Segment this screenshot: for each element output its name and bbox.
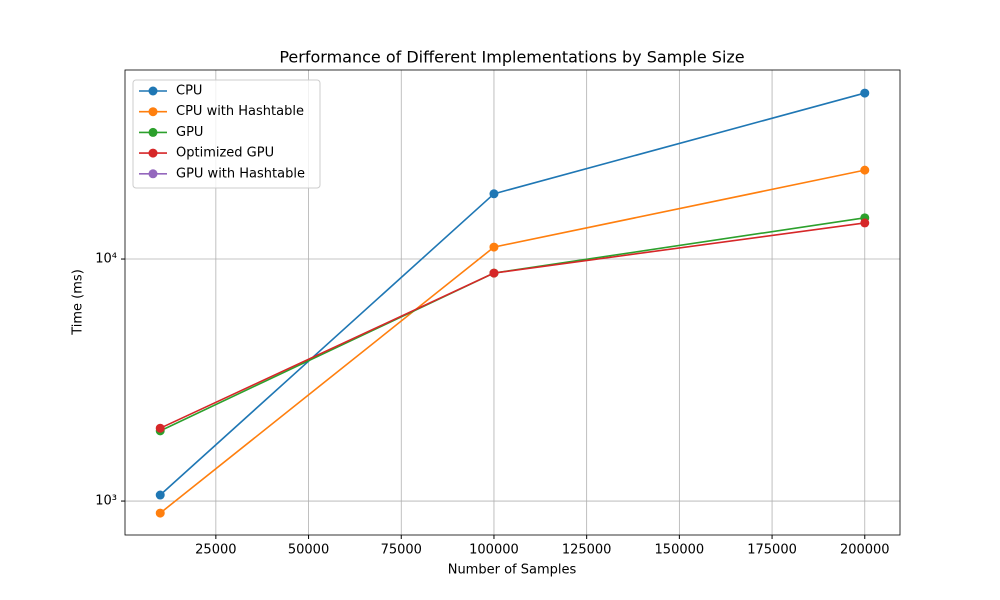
x-tick-label: 75000	[381, 543, 422, 558]
data-point	[489, 268, 499, 278]
legend-label: Optimized GPU	[176, 146, 274, 161]
series-line	[159, 169, 865, 514]
data-point	[860, 165, 870, 175]
x-tick-label: 25000	[195, 543, 236, 558]
x-axis-label: Number of Samples	[448, 563, 577, 578]
data-point	[155, 508, 165, 518]
data-point	[155, 423, 165, 433]
x-tick-label: 175000	[747, 543, 797, 558]
legend-box	[132, 79, 321, 189]
legend-marker	[148, 127, 158, 137]
x-tick-label: 125000	[562, 543, 612, 558]
legend-label: GPU	[176, 125, 203, 140]
data-point	[489, 189, 499, 199]
x-tick-label: 200000	[840, 543, 890, 558]
x-tick-label: 100000	[469, 543, 519, 558]
legend-label: CPU	[176, 84, 202, 99]
x-tick-label: 150000	[655, 543, 705, 558]
legend-marker	[148, 107, 158, 117]
data-point	[489, 242, 499, 252]
series-line	[159, 222, 865, 429]
legend-marker	[148, 169, 158, 179]
y-tick-label: 10⁴	[95, 252, 117, 267]
legend-label: CPU with Hashtable	[176, 104, 304, 119]
y-tick-label: 10³	[95, 494, 117, 509]
x-tick-label: 50000	[288, 543, 329, 558]
plot-frame	[124, 69, 901, 536]
chart-title: Performance of Different Implementations…	[279, 48, 744, 67]
legend-label: GPU with Hashtable	[176, 166, 305, 181]
data-point	[860, 218, 870, 228]
data-point	[155, 490, 165, 500]
legend-marker	[148, 86, 158, 96]
legend-marker	[148, 148, 158, 158]
data-point	[860, 88, 870, 98]
y-axis-label: Time (ms)	[71, 269, 86, 336]
